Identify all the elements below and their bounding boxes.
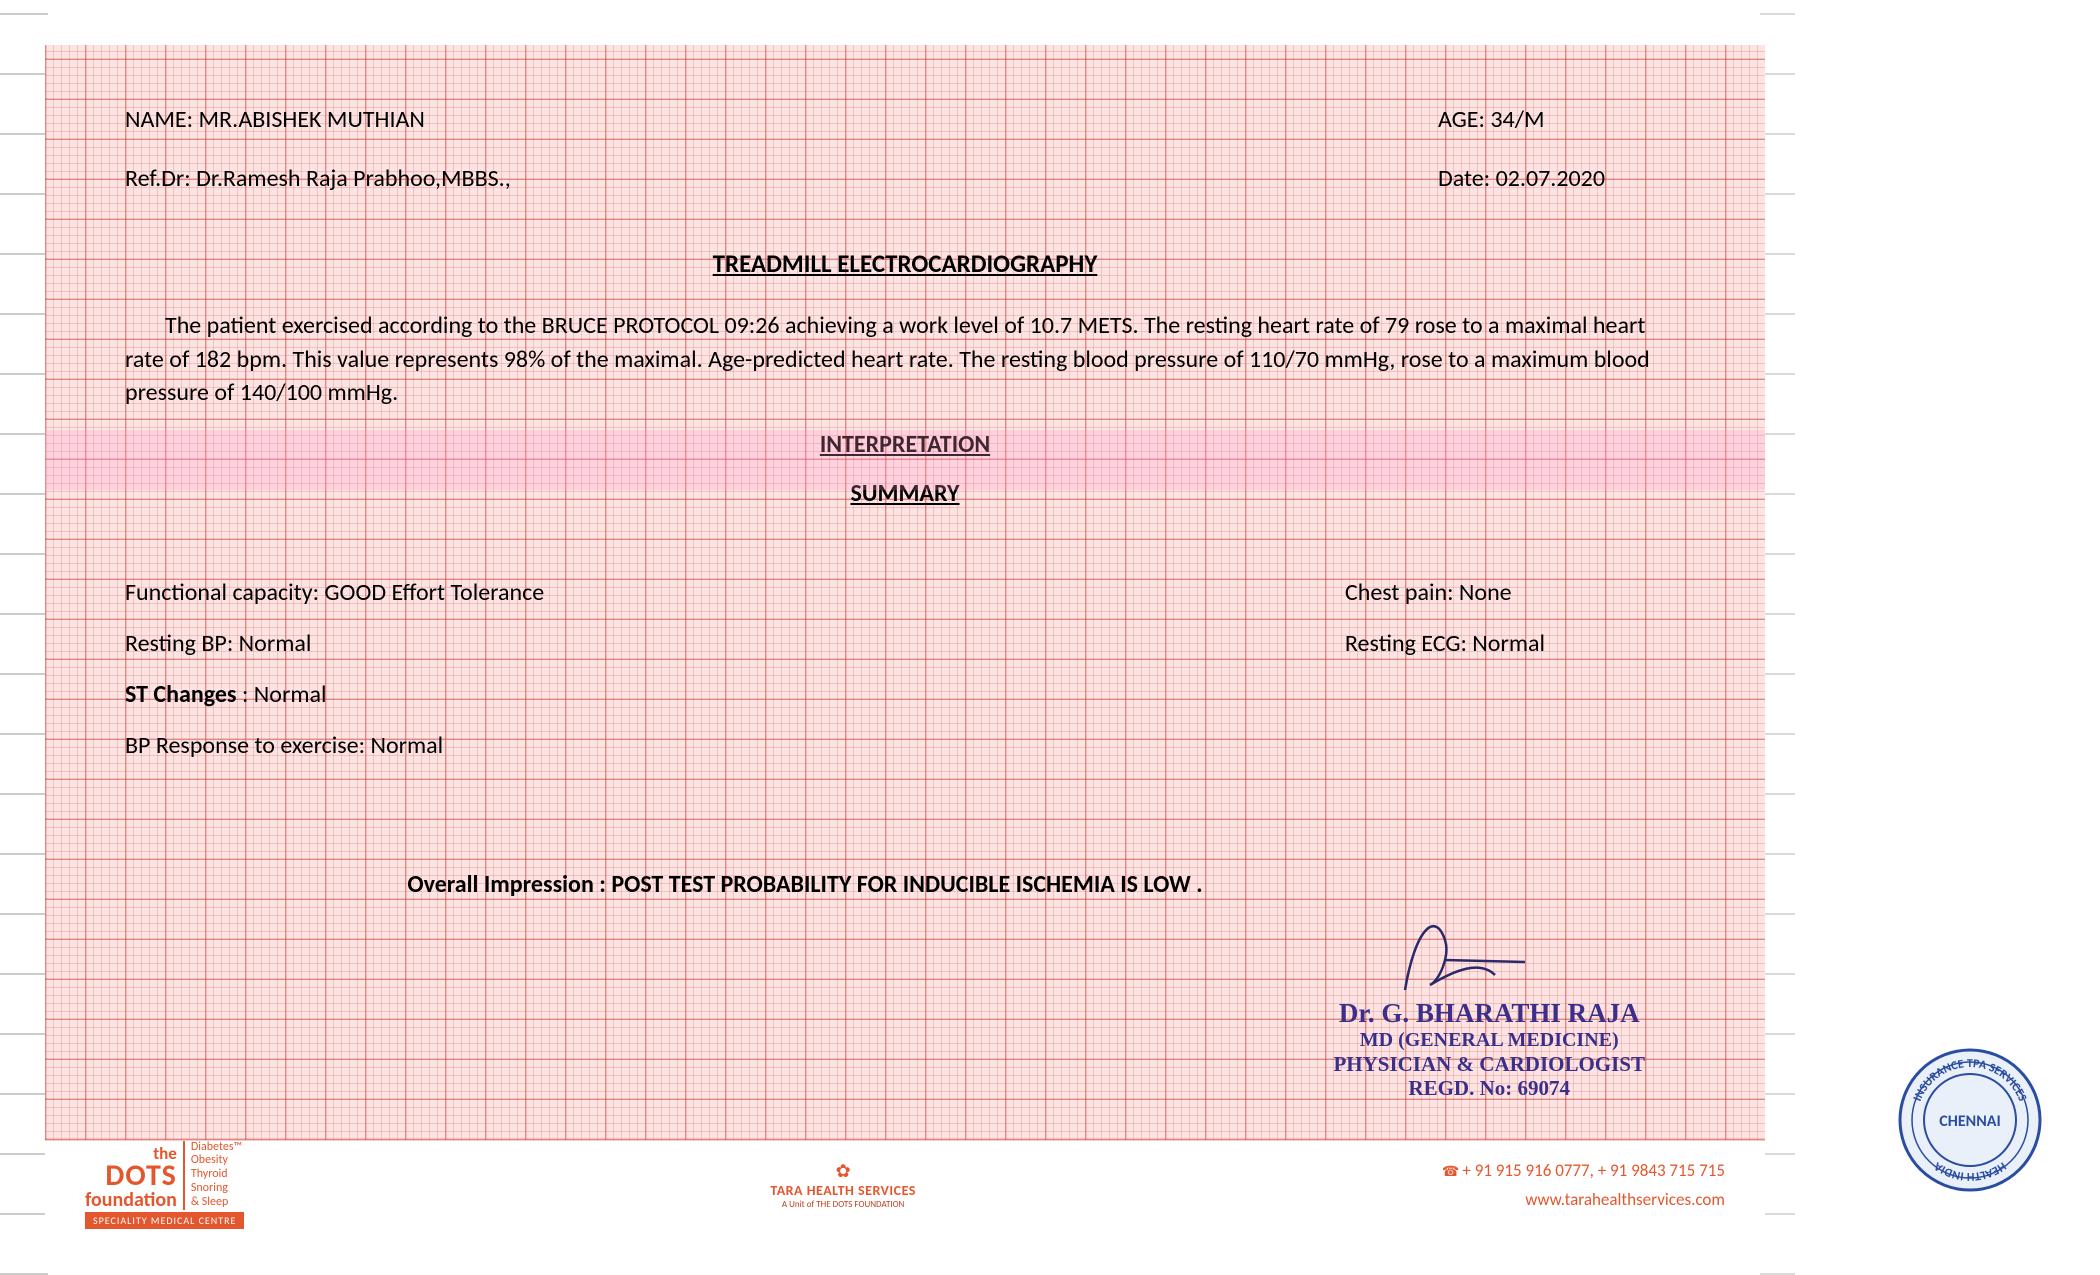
sig-line4: REGD. No: 69074 (1333, 1076, 1645, 1100)
bp-response: BP Response to exercise: Normal (125, 731, 544, 760)
summary-heading: SUMMARY (125, 479, 1685, 508)
resting-bp: Resting BP: Normal (125, 629, 544, 658)
page-footer: the DOTS foundation Diabetes™ Obesity Th… (45, 1140, 1765, 1220)
report-title: TREADMILL ELECTROCARDIOGRAPHY (125, 248, 1685, 279)
st-changes: ST Changes : Normal (125, 680, 544, 709)
date-row: Date: 02.07.2020 (1438, 164, 1605, 193)
st-changes-label: ST Changes (125, 680, 237, 709)
dots-tag: & Sleep (191, 1196, 242, 1210)
doctor-signature-stamp: Dr. G. BHARATHI RAJA MD (GENERAL MEDICIN… (1333, 998, 1645, 1100)
functional-capacity: Functional capacity: GOOD Effort Toleran… (125, 578, 544, 607)
overall-impression: Overall Impression : POST TEST PROBABILI… (125, 870, 1685, 899)
report-page: NAME: MR.ABISHEK MUTHIAN Ref.Dr: Dr.Rame… (45, 45, 1765, 1220)
age-row: AGE: 34/M (1438, 105, 1605, 134)
name-value: MR.ABISHEK MUTHIAN (198, 105, 424, 134)
summary-left-column: Functional capacity: GOOD Effort Toleran… (125, 578, 544, 760)
dots-tag: Thyroid (191, 1168, 242, 1182)
scan-artifact-left (0, 0, 48, 1275)
summary-block: Functional capacity: GOOD Effort Toleran… (125, 578, 1685, 760)
sig-line1: Dr. G. BHARATHI RAJA (1333, 998, 1645, 1029)
patient-name-row: NAME: MR.ABISHEK MUTHIAN (125, 105, 511, 134)
dots-foundation-logo: the DOTS foundation Diabetes™ Obesity Th… (85, 1141, 244, 1229)
summary-right-column: Chest pain: None Resting ECG: Normal (1345, 578, 1685, 760)
st-changes-value: : Normal (242, 680, 327, 709)
age-value: 34/M (1490, 105, 1544, 134)
dots-big: DOTS (105, 1162, 176, 1191)
tara-name: TARA HEALTH SERVICES (770, 1182, 916, 1199)
tara-logo: ✿ TARA HEALTH SERVICES A Unit of THE DOT… (770, 1160, 916, 1210)
ref-doctor-row: Ref.Dr: Dr.Ramesh Raja Prabhoo,MBBS., (125, 164, 511, 193)
scan-artifact-right (1760, 0, 1795, 1275)
dots-tag: Obesity (191, 1154, 242, 1168)
dots-foundation-text: foundation (85, 1191, 177, 1210)
age-label: AGE: (1438, 105, 1485, 134)
dots-tag: Diabetes™ (191, 1141, 242, 1155)
patient-header: NAME: MR.ABISHEK MUTHIAN Ref.Dr: Dr.Rame… (125, 105, 1685, 193)
impression-value: POST TEST PROBABILITY FOR INDUCIBLE ISCH… (611, 870, 1202, 899)
date-value: 02.07.2020 (1496, 164, 1605, 193)
insurance-stamp-icon: INSURANCE TPA SERVICES HEALTH INDIA CHEN… (1895, 1045, 2045, 1195)
sig-line2: MD (GENERAL MEDICINE) (1333, 1029, 1645, 1052)
interpretation-heading: INTERPRETATION (125, 430, 1685, 459)
contact-block: + 91 915 916 0777, + 91 9843 715 715 www… (1442, 1160, 1725, 1210)
stamp-center-text: CHENNAI (1939, 1112, 2000, 1131)
dots-bar: SPECIALITY MEDICAL CENTRE (85, 1212, 244, 1229)
sig-line3: PHYSICIAN & CARDIOLOGIST (1333, 1052, 1645, 1076)
phone-number: + 91 915 916 0777, + 91 9843 715 715 (1442, 1160, 1725, 1181)
impression-label: Overall Impression : (407, 870, 611, 899)
signature-scribble-icon (1385, 900, 1545, 1010)
ref-value: Dr.Ramesh Raja Prabhoo,MBBS., (196, 164, 511, 193)
dots-tags: Diabetes™ Obesity Thyroid Snoring & Slee… (183, 1141, 242, 1210)
website-url: www.tarahealthservices.com (1442, 1189, 1725, 1210)
name-label: NAME: (125, 105, 193, 134)
ref-label: Ref.Dr: (125, 164, 191, 193)
date-label: Date: (1438, 164, 1490, 193)
chest-pain: Chest pain: None (1345, 578, 1545, 607)
tara-sub: A Unit of THE DOTS FOUNDATION (770, 1199, 916, 1210)
resting-ecg: Resting ECG: Normal (1345, 629, 1545, 658)
dots-tag: Snoring (191, 1182, 242, 1196)
narrative-paragraph: The patient exercised according to the B… (125, 309, 1685, 410)
tara-icon: ✿ (770, 1160, 916, 1182)
